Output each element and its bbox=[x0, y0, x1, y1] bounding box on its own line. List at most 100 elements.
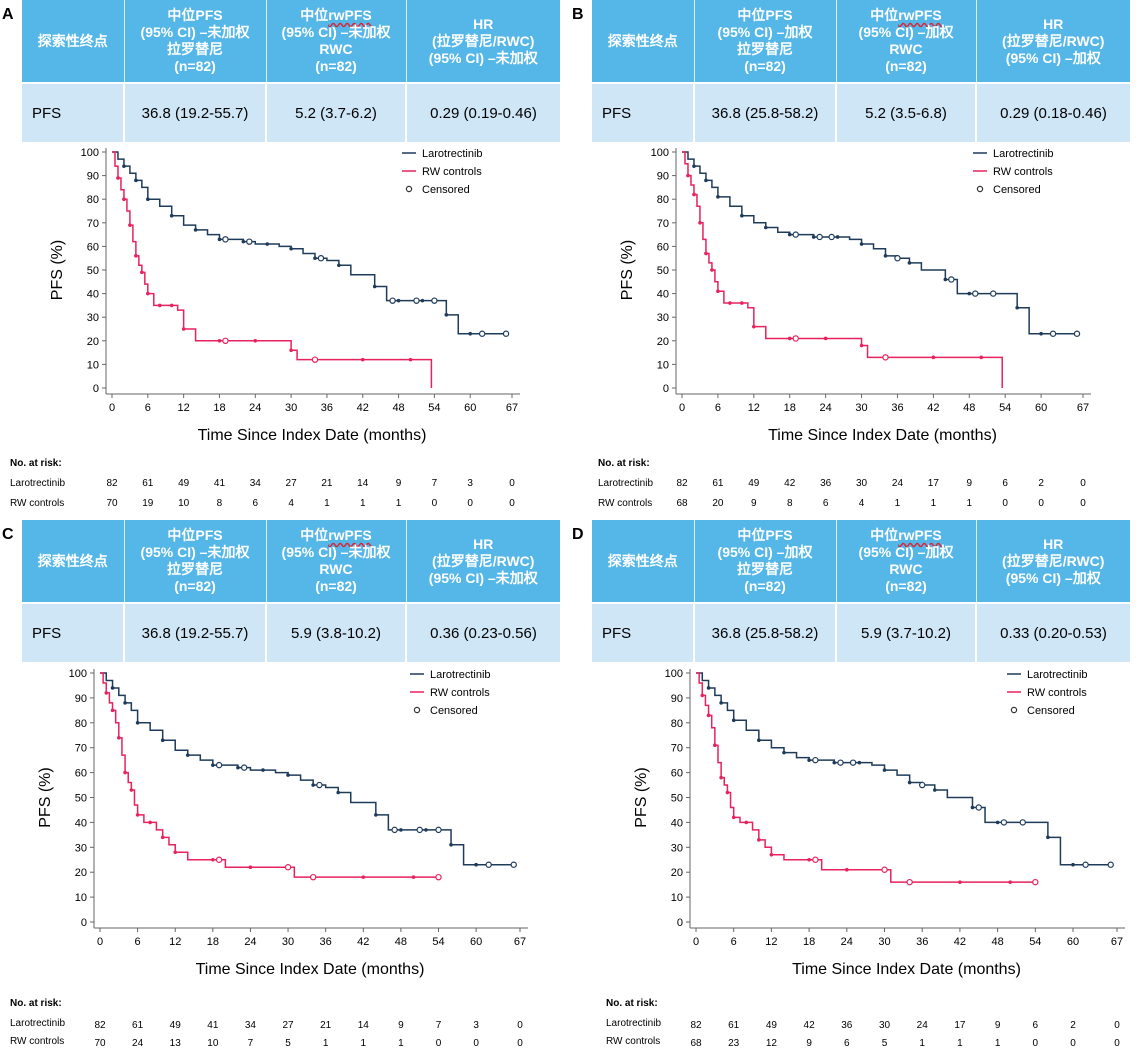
event-marker bbox=[706, 713, 711, 718]
event-marker bbox=[408, 357, 413, 362]
event-marker bbox=[716, 289, 720, 294]
y-tick-label: 90 bbox=[75, 693, 87, 705]
risk-count-rwc: 0 bbox=[1038, 498, 1044, 509]
x-tick-label: 67 bbox=[1077, 402, 1089, 414]
header-rwc-wavy: rwPFS bbox=[328, 527, 372, 543]
header-larotrectinib: 中位PFS (95% CI) –未加权 拉罗替尼 (n=82) bbox=[124, 520, 267, 603]
risk-count-lar: 14 bbox=[357, 478, 369, 489]
header-rwc-wavy: rwPFS bbox=[328, 7, 372, 23]
table-header-row: 探索性终点 中位PFS (95% CI) –加权 拉罗替尼 (n=82) 中位r… bbox=[592, 0, 1130, 83]
y-tick-label: 0 bbox=[663, 383, 669, 395]
x-tick-label: 12 bbox=[748, 402, 760, 414]
risk-count-rwc: 1 bbox=[398, 1038, 404, 1049]
risk-count-rwc: 5 bbox=[285, 1038, 291, 1049]
censored-marker bbox=[478, 330, 486, 337]
x-tick-label: 60 bbox=[1067, 936, 1079, 948]
x-tick-label: 18 bbox=[803, 936, 815, 948]
event-marker bbox=[979, 355, 984, 360]
row-label: PFS bbox=[22, 82, 125, 142]
risk-title: No. at risk: bbox=[606, 998, 658, 1009]
event-marker bbox=[907, 780, 912, 785]
y-tick-label: 60 bbox=[671, 768, 683, 780]
risk-count-rwc: 0 bbox=[431, 498, 438, 509]
x-tick-label: 0 bbox=[693, 936, 699, 948]
header-rwc-n: (n=82) bbox=[315, 58, 357, 74]
event-marker bbox=[932, 788, 937, 792]
header-rwc-line1: 中位rwPFS bbox=[837, 7, 976, 24]
risk-count-lar: 41 bbox=[213, 478, 226, 489]
y-tick-label: 40 bbox=[671, 817, 683, 829]
x-tick-label: 36 bbox=[321, 402, 333, 414]
event-marker bbox=[337, 263, 341, 268]
x-tick-label: 12 bbox=[178, 402, 190, 414]
risk-count-lar: 3 bbox=[467, 478, 473, 489]
risk-count-lar: 82 bbox=[106, 478, 118, 489]
header-rwc-n: (n=82) bbox=[885, 58, 927, 74]
risk-count-rwc: 10 bbox=[178, 498, 190, 509]
risk-count-rwc: 4 bbox=[858, 498, 865, 509]
risk-count-rwc: 70 bbox=[94, 1038, 106, 1049]
event-marker bbox=[117, 735, 121, 740]
event-marker bbox=[286, 773, 290, 777]
censored-marker bbox=[416, 826, 423, 834]
event-marker bbox=[181, 327, 186, 331]
header-rwc-line1: 中位rwPFS bbox=[837, 527, 976, 544]
censored-marker bbox=[222, 337, 229, 344]
x-tick-label: 67 bbox=[514, 936, 526, 948]
y-tick-label: 50 bbox=[657, 265, 669, 277]
risk-count-lar: 2 bbox=[1038, 478, 1044, 489]
legend-label-censored: Censored bbox=[1027, 705, 1075, 717]
risk-count-rwc: 0 bbox=[435, 1038, 442, 1049]
event-marker bbox=[128, 223, 132, 227]
header-lar-n: (n=82) bbox=[744, 578, 786, 594]
value-hr: 0.29 (0.18-0.46) bbox=[976, 82, 1130, 142]
y-tick-label: 10 bbox=[75, 892, 87, 904]
event-marker bbox=[140, 270, 144, 275]
censored-marker bbox=[816, 233, 823, 241]
censored-marker bbox=[215, 761, 223, 769]
results-table: 探索性终点 中位PFS (95% CI) –未加权 拉罗替尼 (n=82) 中位… bbox=[22, 0, 560, 142]
y-tick-label: 100 bbox=[81, 147, 99, 159]
legend-label-censored: Censored bbox=[430, 705, 478, 717]
risk-count-lar: 0 bbox=[1114, 1020, 1120, 1031]
header-hr-line1: HR bbox=[1043, 535, 1064, 552]
risk-count-rwc: 68 bbox=[676, 498, 688, 509]
x-tick-label: 24 bbox=[841, 936, 853, 948]
censored-marker bbox=[309, 873, 317, 881]
event-marker bbox=[704, 251, 708, 256]
risk-label-larotrectinib: Larotrectinib bbox=[606, 1018, 662, 1029]
risk-count-lar: 61 bbox=[712, 478, 724, 489]
risk-count-lar: 6 bbox=[1002, 478, 1008, 489]
risk-count-rwc: 0 bbox=[1002, 498, 1008, 509]
event-marker bbox=[399, 828, 403, 832]
event-marker bbox=[265, 242, 270, 246]
km-chart: 0 10 20 30 40 50 60 70 80 90 100 0 6 12 18 24 30 36 42 48 54… bbox=[37, 668, 528, 978]
censored-marker bbox=[389, 297, 396, 304]
risk-count-rwc: 13 bbox=[169, 1038, 181, 1049]
header-rwc-line1: 中位rwPFS bbox=[267, 7, 406, 24]
x-tick-label: 42 bbox=[927, 402, 939, 414]
header-lar-line1: 中位PFS bbox=[167, 527, 223, 543]
censored-marker bbox=[812, 856, 819, 863]
risk-count-lar: 49 bbox=[748, 478, 760, 489]
risk-count-lar: 36 bbox=[841, 1020, 853, 1031]
panel-c: C 探索性终点 中位PFS (95% CI) –未加权 拉罗替尼 (n=82) … bbox=[0, 520, 570, 1049]
event-marker bbox=[1039, 331, 1043, 336]
risk-count-lar: 42 bbox=[803, 1020, 815, 1031]
table-header-row: 探索性终点 中位PFS (95% CI) –未加权 拉罗替尼 (n=82) 中位… bbox=[22, 0, 560, 83]
censored-marker bbox=[316, 781, 323, 789]
x-tick-label: 30 bbox=[878, 936, 890, 948]
risk-count-rwc: 9 bbox=[806, 1038, 812, 1049]
event-marker bbox=[217, 237, 222, 242]
x-tick-label: 6 bbox=[135, 936, 141, 948]
risk-count-rwc: 8 bbox=[786, 498, 793, 509]
series-line-rw-controls bbox=[112, 151, 433, 388]
event-marker bbox=[360, 357, 365, 362]
risk-count-rwc: 5 bbox=[881, 1038, 888, 1049]
panel-d: D 探索性终点 中位PFS (95% CI) –加权 拉罗替尼 (n=82) 中… bbox=[570, 520, 1140, 1049]
event-marker bbox=[289, 246, 293, 251]
x-tick-label: 54 bbox=[432, 936, 444, 948]
risk-count-rwc: 0 bbox=[509, 498, 515, 509]
risk-count-lar: 21 bbox=[320, 1020, 332, 1031]
y-tick-label: 100 bbox=[69, 668, 87, 680]
